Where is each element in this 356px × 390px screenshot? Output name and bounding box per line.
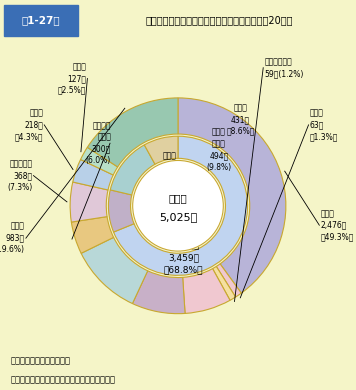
- Wedge shape: [114, 136, 247, 275]
- Text: 乗用車
2,476件
（49.3%）: 乗用車 2,476件 （49.3%）: [320, 209, 354, 241]
- Wedge shape: [109, 190, 134, 232]
- Wedge shape: [70, 182, 108, 222]
- Text: 貨物車
983件
(19.6%): 貨物車 983件 (19.6%): [0, 222, 25, 254]
- Text: 自家用自動車
3,459件
（68.8%）: 自家用自動車 3,459件 （68.8%）: [164, 241, 203, 274]
- Text: 二輪車
668件
(13.3%): 二輪車 668件 (13.3%): [155, 152, 184, 184]
- Text: その他・不明
59件(1.2%): その他・不明 59件(1.2%): [264, 57, 304, 78]
- Text: 原動機付
自転車
300件
(6.0%): 原動機付 自転車 300件 (6.0%): [86, 121, 111, 165]
- Wedge shape: [71, 216, 114, 254]
- Text: 自転車
218件
（4.3%）: 自転車 218件 （4.3%）: [15, 108, 43, 141]
- Text: 歩行者
127件
（2.5%）: 歩行者 127件 （2.5%）: [58, 62, 86, 95]
- Text: 5,025件: 5,025件: [159, 212, 197, 222]
- Wedge shape: [183, 269, 230, 314]
- Text: ２　（　）内は、発生件数の構成率である。: ２ （ ）内は、発生件数の構成率である。: [11, 375, 116, 384]
- Text: 第1-27図: 第1-27図: [22, 16, 60, 25]
- Text: 乗用車
63件
（1.3%）: 乗用車 63件 （1.3%）: [310, 108, 338, 141]
- Wedge shape: [132, 271, 185, 314]
- Text: 事業用
自動車
494件
(9.8%): 事業用 自動車 494件 (9.8%): [206, 128, 231, 172]
- Circle shape: [133, 160, 223, 251]
- Wedge shape: [213, 266, 236, 300]
- Wedge shape: [87, 98, 178, 167]
- Text: 合　計: 合 計: [169, 193, 187, 203]
- Wedge shape: [144, 136, 178, 164]
- Text: 自動二輪車
368件
(7.3%): 自動二輪車 368件 (7.3%): [7, 159, 32, 192]
- Wedge shape: [110, 145, 155, 195]
- Text: 車種別（第１当事者）死亡事故発生件数（平成20年）: 車種別（第１当事者）死亡事故発生件数（平成20年）: [145, 16, 293, 25]
- Wedge shape: [81, 238, 148, 303]
- Wedge shape: [216, 264, 241, 297]
- Wedge shape: [73, 160, 113, 190]
- Bar: [4, 5, 78, 36]
- Wedge shape: [80, 147, 118, 175]
- Text: 貨物車
431件
（8.6%）: 貨物車 431件 （8.6%）: [226, 103, 255, 136]
- Text: 注１　警察庁資料による。: 注１ 警察庁資料による。: [11, 357, 71, 366]
- Wedge shape: [178, 98, 286, 293]
